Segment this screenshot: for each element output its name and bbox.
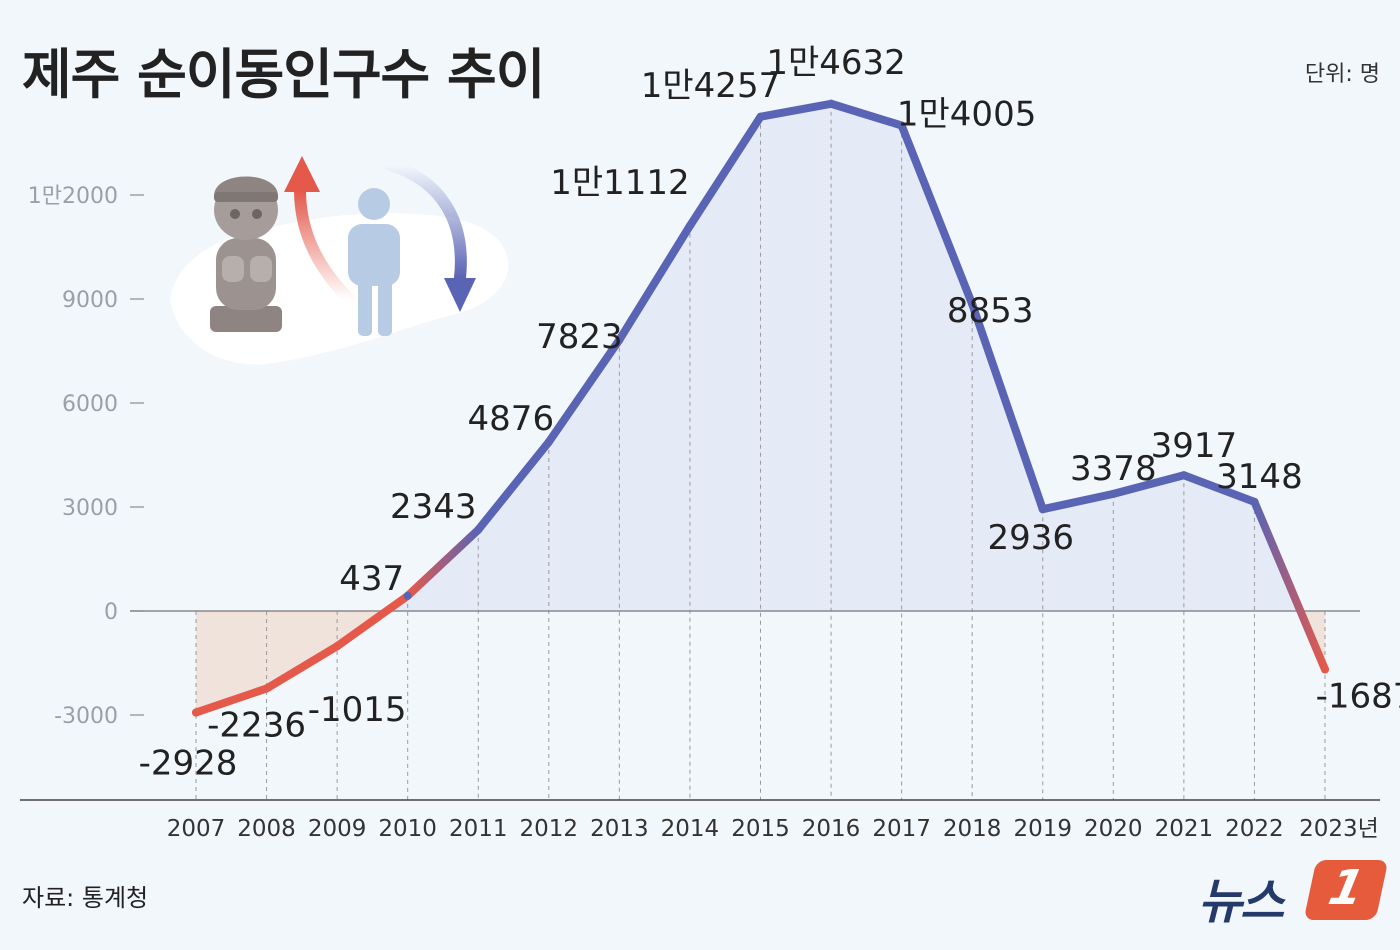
data-point-2022 [1250,497,1259,506]
source-note: 자료: 통계청 [22,884,149,912]
person-icon [348,188,400,336]
series-segment [685,112,765,230]
x-tick-label-2014: 2014 [661,816,720,842]
x-tick-label-2011: 2011 [449,816,508,842]
data-point-2016 [827,99,836,108]
data-point-2020 [1109,489,1118,498]
arrow-up-head-icon [284,156,320,192]
news1-logo: 뉴스 1 [1198,858,1389,930]
data-point-2007 [192,708,200,717]
data-point-2023 [1321,665,1329,674]
y-tick-label: 6000 [62,392,118,417]
data-point-2017 [897,121,906,130]
data-label-2009: -1015 [308,690,407,730]
series-segment [544,335,624,446]
x-tick-label-2012: 2012 [520,816,579,842]
data-label-2017: 1만4005 [897,94,1036,134]
y-tick-label: 9000 [62,288,118,313]
data-point-2019 [1038,505,1047,514]
x-tick-label-2017: 2017 [872,816,931,842]
series-segment [192,684,271,717]
series-segment [615,221,694,344]
negative-area [196,611,1325,713]
data-label-2015: 1만4257 [641,66,780,106]
series-segment [1038,489,1118,514]
data-label-2007: -2928 [139,744,238,784]
illustration [170,156,509,365]
series-segment [1250,497,1329,674]
unit-label: 단위: 명 [1304,62,1380,87]
data-point-2009 [333,642,342,651]
y-tick-label: 0 [104,600,118,625]
y-tick-label: 3000 [62,496,118,521]
series-segment [1109,471,1188,498]
data-label-2012: 4876 [468,399,555,439]
y-tick-label: 1만2000 [28,184,118,209]
x-tick-label-2009: 2009 [308,816,367,842]
data-point-2012 [544,437,553,446]
data-label-2011: 2343 [390,487,477,527]
data-point-2021 [1179,471,1188,480]
data-label-2014: 1만1112 [550,163,689,203]
chart-title: 제주 순이동인구수 추이 [22,43,545,106]
series-segment [827,99,906,130]
logo-badge-text: 1 [1323,860,1370,916]
x-tick-label-2010: 2010 [378,816,437,842]
logo-badge: 1 [1303,860,1389,920]
data-point-2018 [968,300,977,309]
data-label-2022: 3148 [1216,457,1303,497]
series-segment [474,437,553,534]
data-label-2013: 7823 [536,317,623,357]
x-tick-label-2022: 2022 [1225,816,1284,842]
y-tick-label: -3000 [54,704,118,729]
data-point-2008 [262,684,271,693]
series-segment [1179,471,1259,506]
data-label-2016: 1만4632 [766,43,905,83]
data-label-2020: 3378 [1070,449,1157,489]
data-point-2013 [615,335,624,344]
data-point-2010 [403,591,412,600]
series-segment [403,525,483,600]
x-tick-label-2015: 2015 [731,816,790,842]
series-segment [333,591,412,651]
x-tick-label-2021: 2021 [1155,816,1214,842]
x-tick-label-2019: 2019 [1013,816,1072,842]
data-label-2018: 8853 [947,291,1034,331]
data-point-2011 [474,525,483,534]
x-tick-label-2013: 2013 [590,816,649,842]
data-point-2014 [685,221,694,230]
x-tick-label-2007: 2007 [167,816,226,842]
x-tick-label-2020: 2020 [1084,816,1143,842]
x-tick-label-2008: 2008 [237,816,296,842]
series-segment [897,121,977,309]
arrow-up-icon [294,184,356,306]
x-tick-label-2018: 2018 [943,816,1002,842]
logo-text: 뉴스 [1198,874,1284,930]
data-label-2008: -2236 [207,706,306,746]
stone-statue-icon [210,176,282,332]
data-label-2019: 2936 [987,518,1074,558]
series-segment [968,300,1047,514]
series-segment [756,99,836,121]
data-point-2015 [756,112,765,121]
data-label-2023: -1687 [1316,676,1400,716]
arrow-down-icon [384,159,467,284]
x-tick-label-2016: 2016 [802,816,861,842]
data-label-2021: 3917 [1151,426,1238,466]
x-tick-label-2023: 2023년 [1299,816,1379,842]
data-label-2010: 437 [339,559,404,599]
series-segment [262,642,342,693]
arrow-down-head-icon [444,278,476,312]
